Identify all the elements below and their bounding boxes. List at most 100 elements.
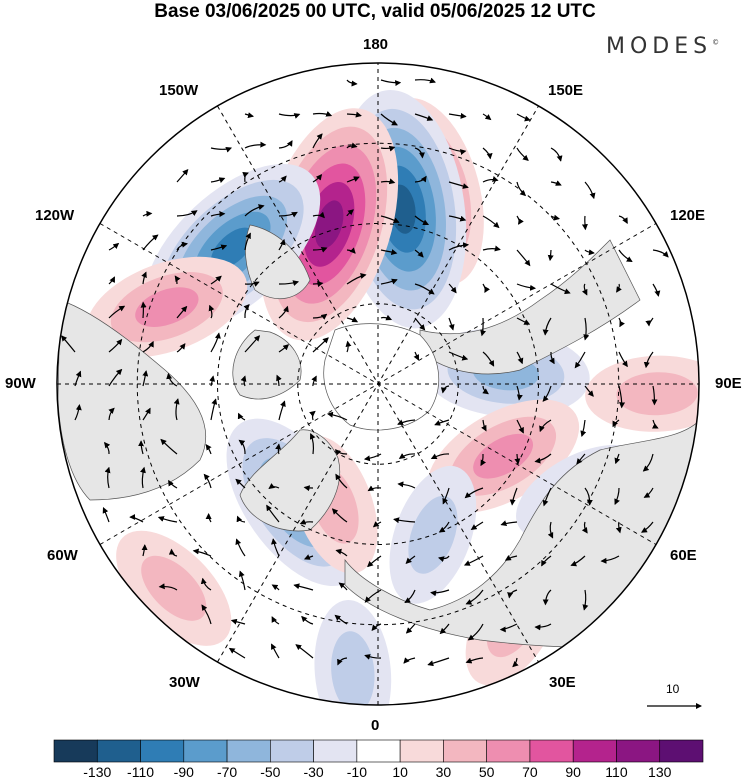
colorbar-swatch bbox=[226, 739, 271, 763]
wind-arrow bbox=[465, 589, 484, 605]
colorbar-tick-label: -30 bbox=[303, 764, 324, 780]
wind-arrow bbox=[238, 439, 246, 455]
lon-label-180: 180 bbox=[363, 36, 389, 53]
wind-arrow bbox=[413, 351, 420, 361]
wind-arrow bbox=[652, 283, 661, 297]
wind-arrow bbox=[547, 521, 554, 539]
wind-arrow bbox=[614, 487, 620, 505]
colorbar-swatch bbox=[183, 739, 228, 763]
wind-arrow bbox=[439, 623, 450, 635]
wind-arrow bbox=[74, 404, 82, 421]
lon-label-120e: 120E bbox=[670, 207, 706, 224]
lon-label-0: 0 bbox=[371, 717, 380, 734]
wind-arrow bbox=[337, 657, 348, 666]
wind-arrow bbox=[364, 654, 382, 660]
wind-arrow bbox=[414, 77, 436, 84]
wind-arrow bbox=[334, 614, 348, 625]
colorbar-swatch bbox=[96, 739, 141, 763]
wind-arrow bbox=[582, 589, 589, 611]
wind-arrow bbox=[237, 412, 246, 421]
wind-arrow bbox=[414, 249, 424, 258]
wind-arrow bbox=[581, 283, 588, 296]
wind-arrow bbox=[271, 616, 280, 625]
wind-arrow bbox=[550, 283, 571, 295]
wind-arrow bbox=[576, 453, 586, 465]
wind-arrow bbox=[580, 419, 587, 437]
wind-arrow bbox=[228, 647, 246, 659]
wind-arrow bbox=[584, 385, 594, 397]
wind-arrow bbox=[414, 317, 426, 331]
colorbar-swatch bbox=[356, 739, 401, 763]
wind-arrow bbox=[210, 398, 218, 421]
wind-arrow bbox=[516, 385, 523, 401]
wind-arrow bbox=[542, 487, 552, 507]
wind-arrow bbox=[393, 517, 416, 524]
wind-arrow bbox=[192, 548, 212, 557]
wind-arrow bbox=[338, 582, 348, 591]
wind-arrow bbox=[312, 211, 325, 219]
colorbar-swatch bbox=[572, 739, 617, 763]
wind-arrow bbox=[326, 411, 348, 421]
wind-arrow bbox=[651, 419, 659, 429]
wind-arrow bbox=[312, 337, 329, 353]
wind-arrow bbox=[542, 589, 552, 606]
wind-arrow bbox=[176, 343, 186, 353]
wind-arrow bbox=[482, 351, 495, 367]
map-title: Base 03/06/2025 00 UTC, valid 05/06/2025… bbox=[154, 1, 596, 22]
wind-arrow bbox=[500, 520, 518, 527]
lon-label-150e: 150E bbox=[548, 82, 584, 99]
wind-arrow bbox=[244, 335, 261, 353]
colorbar-swatch bbox=[53, 739, 98, 763]
wind-arrow bbox=[278, 280, 300, 286]
colorbar-tick-label: 70 bbox=[522, 764, 538, 780]
colorbar-tick-label: 50 bbox=[478, 764, 495, 780]
colorbar-tick-label: 130 bbox=[648, 764, 672, 780]
colorbar-tick-label: 110 bbox=[605, 764, 628, 780]
wind-arrow bbox=[438, 555, 450, 563]
wind-arrow bbox=[403, 657, 416, 664]
wind-arrow bbox=[614, 453, 621, 465]
wind-arrow bbox=[278, 113, 301, 119]
wind-arrow bbox=[509, 487, 518, 506]
brand-text: MODES bbox=[606, 34, 713, 59]
wind-arrow bbox=[74, 370, 82, 387]
wind-arrow bbox=[367, 555, 382, 568]
wind-arrow bbox=[295, 644, 314, 659]
wind-arrow bbox=[176, 305, 188, 319]
wind-arrow bbox=[463, 555, 484, 566]
wind-arrow bbox=[244, 204, 265, 217]
wind-arrow bbox=[371, 623, 382, 632]
wind-arrow bbox=[275, 443, 282, 455]
wind-arrow bbox=[499, 623, 518, 633]
wind-arrow bbox=[448, 181, 469, 189]
colorbar-labels: -130 -110 -90 -70 -50 -30 -10 10 30 50 70 90 110 130 bbox=[0, 764, 750, 782]
wind-arrow bbox=[482, 113, 492, 121]
wind-arrow bbox=[346, 111, 362, 118]
wind-arrow bbox=[380, 145, 396, 152]
wind-arrow bbox=[309, 410, 316, 421]
colorbar-tick-label: 10 bbox=[392, 764, 408, 780]
wind-arrow bbox=[643, 487, 654, 498]
wind-arrow bbox=[140, 466, 146, 489]
wind-arrow bbox=[160, 438, 178, 455]
wind-arrow bbox=[312, 313, 328, 320]
wind-arrow bbox=[102, 507, 110, 523]
wind-arrow bbox=[278, 238, 286, 251]
wind-arrow bbox=[581, 215, 588, 231]
colorbar-tick-label: 30 bbox=[435, 764, 452, 780]
wind-arrow bbox=[448, 283, 457, 294]
meridian-line bbox=[217, 105, 539, 663]
wind-arrow bbox=[643, 351, 654, 369]
siberia-land bbox=[419, 239, 641, 375]
wind-arrow bbox=[583, 317, 590, 341]
greenland-land bbox=[239, 429, 341, 532]
wind-arrow bbox=[414, 215, 430, 226]
wind-arrow bbox=[108, 242, 120, 251]
wind-arrow bbox=[303, 485, 314, 492]
wind-vectors bbox=[60, 77, 669, 668]
wind-arrow bbox=[346, 316, 359, 323]
wind-arrow bbox=[311, 375, 317, 387]
wind-arrow bbox=[142, 234, 159, 251]
wind-arrow bbox=[584, 249, 595, 256]
wind-arrow bbox=[108, 407, 115, 421]
